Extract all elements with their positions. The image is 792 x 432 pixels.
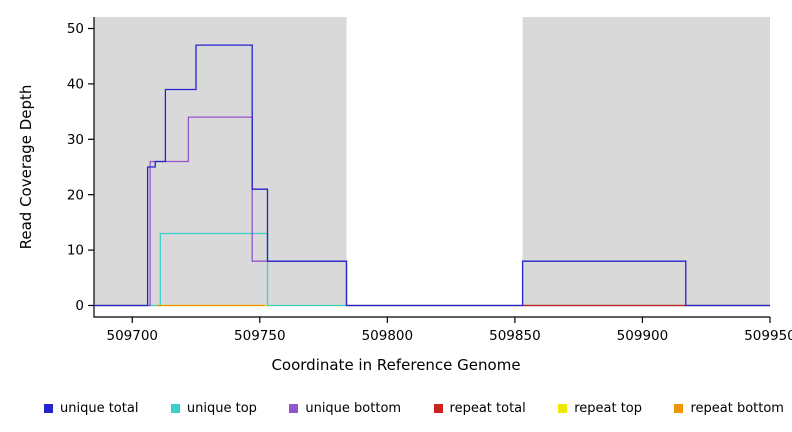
y-tick-label: 0 [75, 298, 84, 314]
x-tick-label: 509700 [106, 328, 158, 344]
coverage-plot: 509700 509750 509800 509850 509900 509950 0 10 2… [67, 17, 792, 344]
x-tick-label: 509850 [489, 328, 541, 344]
legend-item-repeat-bottom: repeat bottom [674, 401, 784, 416]
x-tick-label: 509750 [234, 328, 286, 344]
x-axis-label: Coordinate in Reference Genome [271, 356, 521, 374]
legend-label: repeat top [574, 401, 642, 416]
shaded-region-left [94, 17, 347, 306]
x-tick-label: 509950 [744, 328, 792, 344]
legend-label: repeat bottom [690, 401, 784, 416]
axis-lines [93, 17, 770, 318]
x-tick-label: 509800 [362, 328, 414, 344]
legend-item-unique-total: unique total [44, 401, 138, 416]
legend-swatch-repeat-total [433, 404, 443, 413]
legend-swatch-unique-total [44, 404, 53, 413]
y-tick-label: 40 [67, 77, 84, 93]
legend-item-repeat-top: repeat top [558, 401, 642, 416]
series-unique-total [94, 44, 770, 307]
legend-label: repeat total [449, 401, 526, 416]
y-tick-label: 20 [67, 187, 84, 203]
y-tick-label: 30 [67, 132, 84, 148]
legend-swatch-repeat-bottom [674, 404, 684, 413]
legend-swatch-unique-top [170, 404, 180, 413]
y-tick-label: 50 [67, 21, 84, 37]
legend-item-unique-bottom: unique bottom [289, 401, 401, 416]
legend-item-repeat-total: repeat total [433, 401, 526, 416]
legend-label: unique total [60, 401, 139, 416]
legend: unique total unique top unique bottom repea… [44, 401, 784, 416]
x-tick-label: 509900 [617, 328, 669, 344]
y-tick-label: 10 [67, 243, 84, 259]
legend-label: unique top [186, 401, 257, 416]
shaded-region-right [522, 17, 770, 306]
y-axis-label: Read Coverage Depth [17, 84, 35, 250]
legend-label: unique bottom [305, 401, 402, 416]
legend-item-unique-top: unique top [170, 401, 257, 416]
legend-swatch-repeat-top [558, 404, 568, 413]
legend-swatch-unique-bottom [289, 404, 299, 413]
